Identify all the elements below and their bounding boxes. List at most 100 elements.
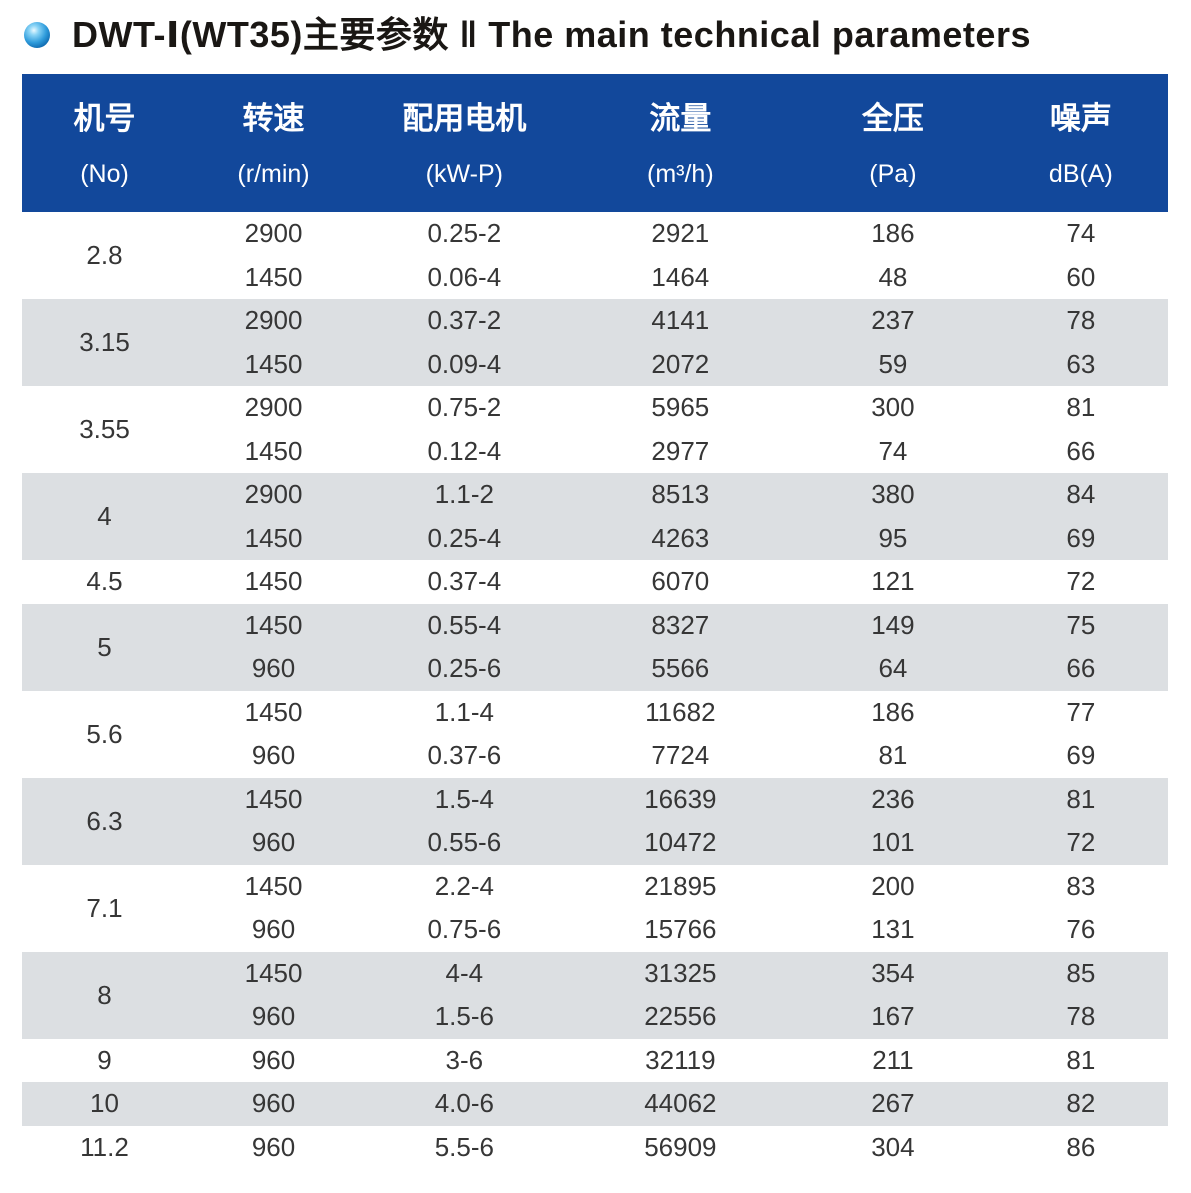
- fan-group: 3.15 2900 0.37-2 4141 237 78 1450 0.09-4 2072 59 6…: [22, 299, 1168, 386]
- parameters-table: 机号 (No) 转速 (r/min) 配用电机 (kW-P) 流量 (m³/h) 全压 (Pa) 噪…: [22, 74, 1168, 1169]
- table-row: 8 1450 4-4 31325 354 85: [22, 952, 1168, 1010]
- value-cell: 0.25-4: [427, 522, 502, 553]
- table-row: 6.3 1450 1.5-4 16639 236 81: [22, 778, 1168, 836]
- value-cell: 960: [251, 740, 296, 771]
- value-cell: 1450: [244, 783, 303, 814]
- value-cell: 1.5-6: [434, 1001, 494, 1032]
- fan-no-cell: 5: [97, 631, 112, 662]
- table-row: 4.5 1450 0.37-4 6070 121 72: [22, 560, 1168, 604]
- value-cell: 1450: [244, 261, 303, 292]
- value-cell: 0.55-4: [427, 609, 502, 640]
- table-head: 机号 (No) 转速 (r/min) 配用电机 (kW-P) 流量 (m³/h) 全压 (Pa) 噪…: [22, 74, 1168, 212]
- value-cell: 354: [871, 957, 915, 988]
- value-cell: 960: [251, 914, 296, 945]
- value-cell: 4-4: [445, 957, 484, 988]
- table-row: 960 1.5-6 22556 167 78: [22, 995, 1168, 1039]
- value-cell: 300: [871, 392, 915, 423]
- value-cell: 2900: [244, 305, 303, 336]
- fan-no-cell: 7.1: [86, 892, 123, 923]
- value-cell: 8327: [651, 609, 710, 640]
- fan-no-cell: 8: [97, 979, 112, 1010]
- value-cell: 78: [1066, 1001, 1096, 1032]
- value-cell: 72: [1066, 566, 1096, 597]
- column-label: 流量: [649, 101, 712, 136]
- table-row: 3.15 2900 0.37-2 4141 237 78: [22, 299, 1168, 357]
- value-cell: 960: [251, 1044, 296, 1075]
- value-cell: 10472: [644, 827, 717, 858]
- value-cell: 0.25-2: [427, 218, 502, 249]
- value-cell: 200: [871, 870, 915, 901]
- fan-no-cell: 2.8: [86, 240, 123, 270]
- table-row: 5.6 1450 1.1-4 11682 186 77: [22, 691, 1168, 749]
- table-row: 11.2 960 5.5-6 56909 304 86: [22, 1126, 1168, 1170]
- value-cell: 236: [871, 783, 915, 814]
- column-unit: (No): [80, 160, 129, 188]
- value-cell: 5566: [651, 653, 710, 684]
- value-cell: 2900: [244, 392, 303, 423]
- fan-group: 4.5 1450 0.37-4 6070 121 72: [22, 560, 1168, 604]
- value-cell: 3-6: [445, 1044, 484, 1075]
- value-cell: 1450: [244, 522, 303, 553]
- value-cell: 1450: [244, 435, 303, 466]
- value-cell: 1450: [244, 696, 303, 727]
- table-row: 1450 0.09-4 2072 59 63: [22, 343, 1168, 387]
- value-cell: 76: [1066, 914, 1096, 945]
- value-cell: 2977: [651, 435, 710, 466]
- column-header: 流量 (m³/h): [568, 74, 793, 212]
- value-cell: 74: [878, 435, 908, 466]
- value-cell: 1.5-4: [434, 783, 494, 814]
- value-cell: 267: [871, 1088, 915, 1119]
- table-row: 3.55 2900 0.75-2 5965 300 81: [22, 386, 1168, 444]
- fan-no-cell: 3.15: [79, 327, 130, 357]
- value-cell: 0.37-2: [427, 305, 502, 336]
- fan-no-cell: 11.2: [80, 1131, 129, 1162]
- column-unit: (r/min): [237, 160, 310, 188]
- table-row: 4 2900 1.1-2 8513 380 84: [22, 473, 1168, 531]
- value-cell: 0.37-4: [427, 566, 502, 597]
- value-cell: 60: [1066, 261, 1096, 292]
- fan-group: 2.8 2900 0.25-2 2921 186 74 1450 0.06-4 1464 48 60: [22, 212, 1168, 299]
- value-cell: 83: [1066, 870, 1096, 901]
- table-row: 960 0.75-6 15766 131 76: [22, 908, 1168, 952]
- fan-no-cell: 5.6: [86, 718, 123, 749]
- value-cell: 81: [1066, 1044, 1096, 1075]
- table-row: 1450 0.12-4 2977 74 66: [22, 430, 1168, 474]
- value-cell: 81: [878, 740, 908, 771]
- value-cell: 0.09-4: [427, 348, 502, 379]
- page-title: DWT-Ⅰ(WT35)主要参数 ‖ The main technical par…: [72, 13, 1031, 55]
- column-label: 机号: [73, 101, 136, 136]
- fan-group: 9 960 3-6 32119 211 81: [22, 1039, 1168, 1083]
- column-header: 噪声 dB(A): [993, 74, 1168, 212]
- value-cell: 380: [871, 479, 915, 510]
- value-cell: 82: [1066, 1088, 1096, 1119]
- value-cell: 0.75-2: [427, 392, 502, 423]
- table-row: 1450 0.25-4 4263 95 69: [22, 517, 1168, 561]
- fan-no-cell: 9: [97, 1044, 112, 1075]
- fan-no-cell: 4: [97, 501, 112, 531]
- value-cell: 74: [1066, 218, 1096, 249]
- value-cell: 1.1-4: [434, 696, 494, 727]
- column-label: 噪声: [1049, 101, 1112, 136]
- table-row: 960 0.55-6 10472 101 72: [22, 821, 1168, 865]
- value-cell: 2921: [651, 218, 710, 249]
- value-cell: 0.25-6: [427, 653, 502, 684]
- value-cell: 1450: [244, 609, 303, 640]
- bullet-icon: [24, 21, 50, 48]
- value-cell: 2.2-4: [434, 870, 494, 901]
- value-cell: 72: [1066, 827, 1096, 858]
- value-cell: 32119: [645, 1044, 716, 1075]
- fan-group: 7.1 1450 2.2-4 21895 200 83 960 0.75-6 15766 131 7…: [22, 865, 1168, 952]
- value-cell: 7724: [651, 740, 710, 771]
- column-header: 转速 (r/min): [187, 74, 361, 212]
- value-cell: 86: [1066, 1131, 1096, 1162]
- value-cell: 960: [251, 1088, 296, 1119]
- header-row: 机号 (No) 转速 (r/min) 配用电机 (kW-P) 流量 (m³/h) 全压 (Pa) 噪…: [22, 74, 1168, 212]
- value-cell: 81: [1066, 392, 1096, 423]
- table-row: 7.1 1450 2.2-4 21895 200 83: [22, 865, 1168, 923]
- value-cell: 64: [878, 653, 908, 684]
- fan-group: 5 1450 0.55-4 8327 149 75 960 0.25-6 5566 64 66: [22, 603, 1168, 691]
- value-cell: 63: [1066, 348, 1096, 379]
- column-unit: (m³/h): [647, 160, 714, 188]
- column-unit: dB(A): [1048, 160, 1113, 188]
- value-cell: 0.12-4: [427, 435, 502, 466]
